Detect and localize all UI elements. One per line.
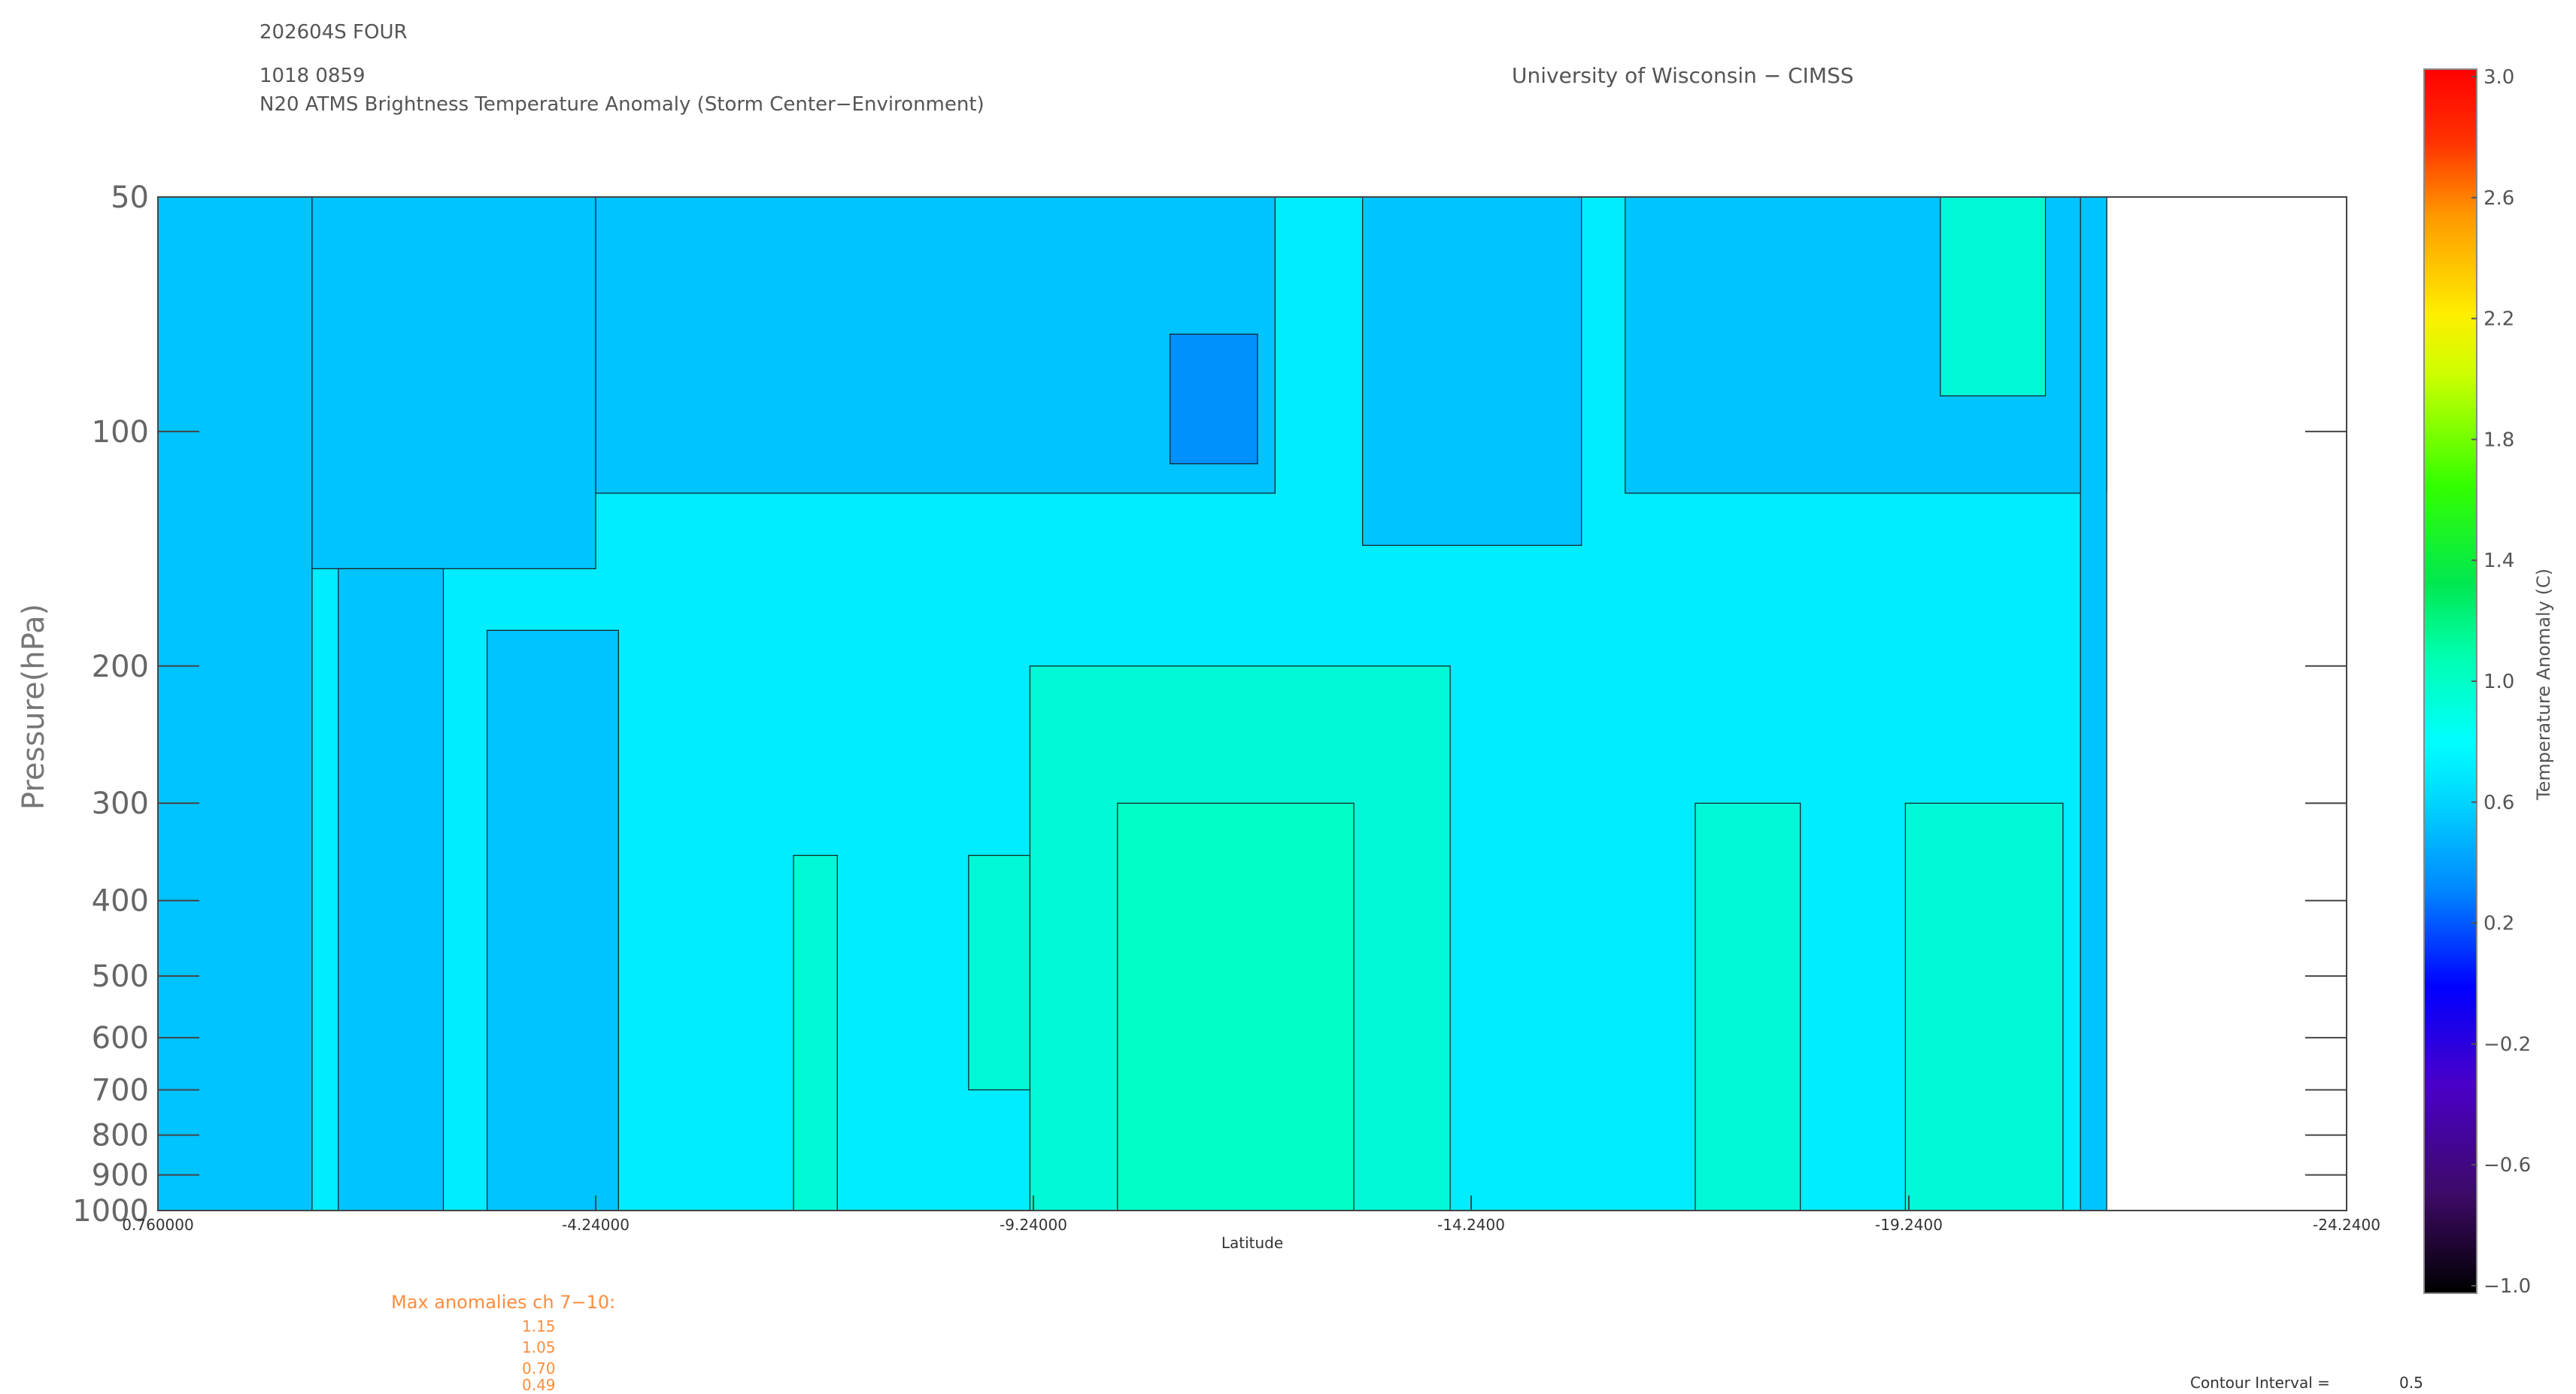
max-anomaly-value: 1.05 xyxy=(522,1338,556,1356)
max-anomalies-label: Max anomalies ch 7−10: xyxy=(391,1292,616,1313)
anomaly-region xyxy=(311,197,596,569)
anomaly-region xyxy=(1904,802,2064,1211)
contour-interval-value: 0.5 xyxy=(2399,1374,2423,1392)
max-anomaly-value: 1.15 xyxy=(522,1317,556,1335)
colorbar-tick-label: 2.6 xyxy=(2483,187,2514,210)
x-axis-label: Latitude xyxy=(1221,1234,1283,1252)
colorbar-tick-label: 0.6 xyxy=(2483,792,2514,814)
colorbar-tick-label: −1.0 xyxy=(2483,1275,2531,1298)
y-tick-label: 800 xyxy=(92,1119,149,1153)
anomaly-region xyxy=(338,568,445,1211)
anomaly-region xyxy=(793,855,838,1211)
colorbar xyxy=(2423,68,2477,1294)
institution-label: University of Wisconsin − CIMSS xyxy=(1512,63,1854,88)
contour-interval-label: Contour Interval = xyxy=(2190,1374,2330,1392)
anomaly-region xyxy=(1362,197,1582,546)
y-tick-label: 900 xyxy=(92,1159,149,1193)
anomaly-region xyxy=(968,855,1030,1091)
colorbar-tick-label: −0.2 xyxy=(2483,1033,2531,1056)
x-tick-label: -19.2400 xyxy=(1875,1216,1943,1234)
y-tick-label: 600 xyxy=(92,1021,149,1056)
y-tick-label: 500 xyxy=(92,959,149,994)
max-anomaly-value: 0.70 xyxy=(522,1359,556,1377)
anomaly-region xyxy=(1695,802,1801,1211)
anomaly-region xyxy=(2080,197,2107,1211)
anomaly-region xyxy=(1169,333,1258,465)
y-tick-label: 1000 xyxy=(72,1194,149,1229)
anomaly-region xyxy=(595,197,1276,494)
y-tick-label: 100 xyxy=(92,415,149,450)
colorbar-tick-label: 3.0 xyxy=(2483,66,2514,89)
colorbar-tick-label: 1.4 xyxy=(2483,550,2514,572)
x-tick-label: -14.2400 xyxy=(1437,1216,1505,1234)
colorbar-tick-label: 0.2 xyxy=(2483,913,2514,935)
colorbar-gradient xyxy=(2423,68,2477,1294)
y-tick-label: 200 xyxy=(92,650,149,684)
anomaly-region xyxy=(487,629,619,1211)
y-tick-label: 400 xyxy=(92,884,149,919)
plot-frame xyxy=(157,196,2347,1211)
plot-axes: 50 100 200 300 400 500 600 700 800 90010000.76000… xyxy=(72,180,2380,1234)
y-tick-label: 700 xyxy=(92,1074,149,1108)
colorbar-ticks: 3.0 2.6 2.2 1.8 1.4 1.0 0.6 0.2 −0.2 −0.6 −1.0 xyxy=(2471,66,2531,1298)
storm-id: 202604S FOUR xyxy=(259,21,408,44)
x-tick-label: -4.24000 xyxy=(562,1216,630,1234)
anomaly-field xyxy=(158,197,2107,1211)
colorbar-tick-label: 1.0 xyxy=(2483,671,2514,693)
product-title: N20 ATMS Brightness Temperature Anomaly … xyxy=(259,93,985,116)
x-tick-label: -24.2400 xyxy=(2313,1216,2380,1234)
x-tick-label: -9.24000 xyxy=(1000,1216,1067,1234)
anomaly-region xyxy=(1117,802,1355,1211)
colorbar-label: Temperature Anomaly (C) xyxy=(2533,568,2554,801)
y-tick-label: 300 xyxy=(92,786,149,821)
anomaly-region xyxy=(158,197,313,1211)
colorbar-tick-label: 2.2 xyxy=(2483,308,2514,331)
date-time: 1018 0859 xyxy=(259,65,366,87)
x-tick-label: 0.760000 xyxy=(122,1216,193,1234)
y-tick-label: 50 xyxy=(111,180,149,215)
colorbar-tick-label: 1.8 xyxy=(2483,429,2514,451)
y-axis-label: Pressure(hPa) xyxy=(17,604,51,810)
anomaly-region xyxy=(1940,197,2047,397)
colorbar-tick-label: −0.6 xyxy=(2483,1154,2531,1177)
max-anomaly-value: 0.49 xyxy=(522,1376,556,1394)
